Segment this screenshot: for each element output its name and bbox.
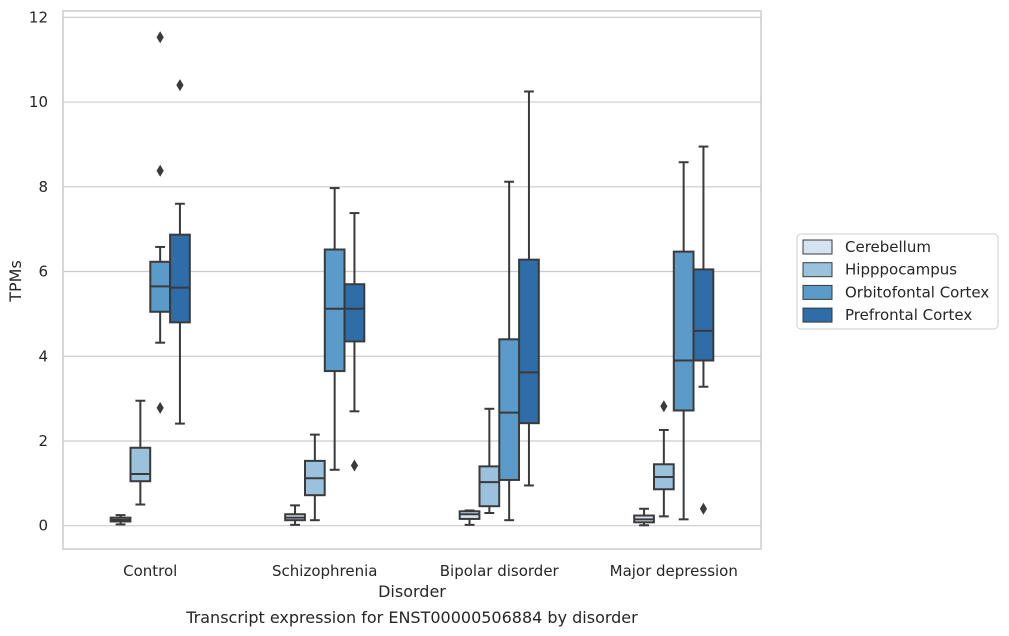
- legend-label: Prefrontal Cortex: [845, 306, 972, 324]
- y-axis-label: TPMs: [6, 260, 25, 303]
- box-group: [109, 514, 132, 526]
- y-tick-label: 0: [38, 517, 48, 535]
- box-group: [169, 79, 191, 425]
- legend-swatch: [802, 239, 833, 255]
- box-group: [498, 180, 520, 522]
- x-tick-labels: Control Schizophrenia Bipolar disorder Majo…: [123, 562, 738, 580]
- box-group: [633, 507, 655, 527]
- outlier-point: [699, 502, 708, 515]
- outlier-point: [350, 459, 359, 472]
- box-body: [129, 446, 152, 483]
- box-body: [518, 258, 540, 425]
- box-group: [304, 433, 326, 522]
- box-group: [149, 31, 172, 414]
- box-group: [343, 212, 366, 472]
- outlier-point: [660, 400, 668, 413]
- box-group: [653, 400, 675, 518]
- box-group: [458, 509, 481, 526]
- box-body: [672, 250, 695, 412]
- box-body: [498, 338, 520, 481]
- y-tick-label: 12: [29, 8, 48, 26]
- chart-caption: Transcript expression for ENST0000050688…: [185, 608, 638, 627]
- legend-label: Hipppocampus: [845, 261, 957, 279]
- outlier-point: [176, 79, 184, 92]
- x-axis-label: Disorder: [378, 582, 446, 601]
- box-group: [478, 407, 501, 514]
- box-body: [343, 283, 366, 343]
- box-group: [692, 145, 715, 515]
- box-group: [284, 504, 306, 526]
- y-tick-labels: 0 2 4 6 8 10 12: [29, 8, 48, 534]
- box-group: [518, 90, 540, 487]
- box-group: [129, 399, 152, 506]
- y-tick-label: 6: [38, 263, 48, 281]
- outlier-point: [156, 31, 164, 44]
- legend-frame: [796, 233, 999, 330]
- x-tick-label: Schizophrenia: [272, 562, 377, 580]
- legend-label: Orbitofontal Cortex: [845, 283, 989, 301]
- box-group: [323, 187, 346, 471]
- legend: Cerebellum Hipppocampus Orbitofontal Corte…: [796, 233, 999, 330]
- legend-swatch: [802, 262, 833, 278]
- x-tick-label: Control: [123, 562, 177, 580]
- x-tick-label: Bipolar disorder: [440, 562, 560, 580]
- box-body: [323, 248, 346, 373]
- y-tick-label: 4: [38, 347, 48, 365]
- legend-swatch: [802, 284, 833, 300]
- box-body: [169, 233, 191, 324]
- y-tick-label: 10: [29, 93, 48, 111]
- box-body: [478, 465, 501, 508]
- y-tick-label: 8: [38, 178, 48, 196]
- y-tick-label: 2: [38, 432, 48, 450]
- legend-swatch: [802, 307, 833, 323]
- box-groups: [109, 31, 715, 527]
- outlier-point: [156, 401, 164, 414]
- outlier-point: [156, 164, 164, 177]
- box-body: [692, 268, 715, 362]
- x-tick-label: Major depression: [610, 562, 738, 580]
- legend-label: Cerebellum: [845, 238, 931, 256]
